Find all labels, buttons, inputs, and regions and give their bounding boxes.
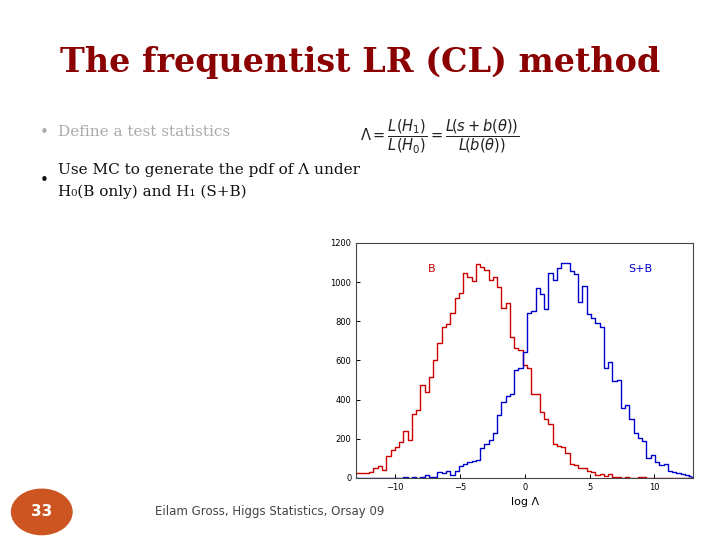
X-axis label: log Λ: log Λ (510, 497, 539, 507)
Text: Use MC to generate the pdf of Λ under: Use MC to generate the pdf of Λ under (58, 163, 359, 177)
Bar (122, 513, 127, 518)
Text: H₀(B only) and H₁ (S+B): H₀(B only) and H₁ (S+B) (58, 185, 246, 199)
Text: S+B: S+B (629, 265, 653, 274)
Text: Define a test statistics: Define a test statistics (58, 125, 230, 139)
Bar (115, 518, 122, 523)
Bar (127, 498, 133, 503)
Bar (127, 503, 133, 508)
Bar (109, 508, 115, 513)
Text: •: • (40, 125, 48, 140)
Bar (109, 498, 115, 503)
Bar (133, 498, 139, 503)
Bar (92, 508, 98, 513)
Text: $\Lambda = \dfrac{L(H_1)}{L(H_0)} = \dfrac{L\!\left(s+b(\theta)\right)}{L\!\left: $\Lambda = \dfrac{L(H_1)}{L(H_0)} = \dfr… (360, 117, 520, 155)
Bar (92, 498, 98, 503)
Text: 33: 33 (31, 504, 53, 519)
Bar (98, 488, 104, 492)
Bar (133, 518, 139, 523)
Bar (133, 503, 139, 508)
Circle shape (12, 489, 72, 535)
Bar (115, 503, 122, 508)
Bar (104, 513, 109, 518)
Bar (98, 518, 104, 523)
Bar (104, 498, 109, 503)
Bar (109, 513, 115, 518)
Bar (115, 492, 122, 498)
Bar (122, 503, 127, 508)
Bar (109, 488, 115, 492)
Text: •: • (40, 173, 48, 188)
Bar (92, 503, 98, 508)
Bar (98, 513, 104, 518)
Bar (133, 513, 139, 518)
Bar (122, 523, 127, 528)
Bar (104, 488, 109, 492)
Bar (122, 498, 127, 503)
Bar (92, 492, 98, 498)
Text: Eilam Gross, Higgs Statistics, Orsay 09: Eilam Gross, Higgs Statistics, Orsay 09 (155, 505, 384, 518)
Bar (127, 518, 133, 523)
Bar (115, 508, 122, 513)
Text: B: B (428, 265, 436, 274)
Bar (109, 503, 115, 508)
Bar (98, 508, 104, 513)
Bar (122, 488, 127, 492)
Bar (92, 518, 98, 523)
Bar (109, 523, 115, 528)
Bar (133, 508, 139, 513)
Text: The frequentist LR (CL) method: The frequentist LR (CL) method (60, 45, 660, 79)
Bar (104, 503, 109, 508)
Bar (104, 518, 109, 523)
